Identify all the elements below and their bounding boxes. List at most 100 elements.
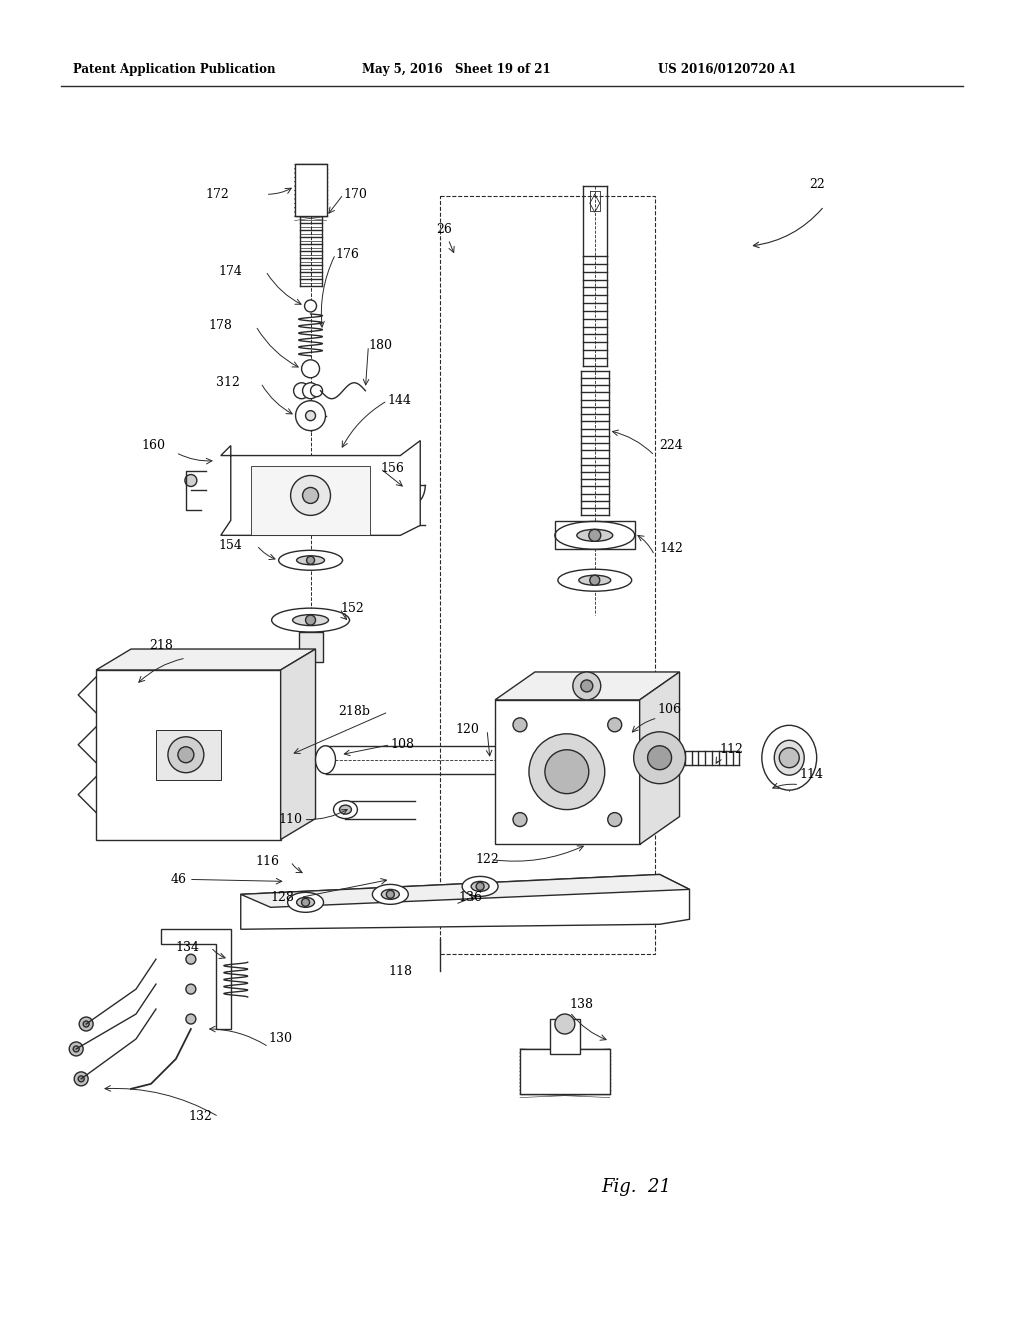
Circle shape <box>634 731 685 784</box>
Circle shape <box>304 300 316 312</box>
Circle shape <box>555 1014 574 1034</box>
Text: 160: 160 <box>141 440 165 451</box>
Text: 154: 154 <box>219 539 243 552</box>
Circle shape <box>581 680 593 692</box>
Ellipse shape <box>334 801 357 818</box>
Bar <box>295 165 327 216</box>
Bar <box>156 730 221 780</box>
Ellipse shape <box>762 725 817 791</box>
Text: 178: 178 <box>209 319 232 333</box>
Text: Fig.  21: Fig. 21 <box>602 1177 672 1196</box>
Ellipse shape <box>288 892 324 912</box>
Text: 144: 144 <box>387 395 412 407</box>
Ellipse shape <box>579 576 610 585</box>
Circle shape <box>186 954 196 964</box>
Polygon shape <box>241 874 689 907</box>
Circle shape <box>185 474 197 487</box>
Circle shape <box>607 813 622 826</box>
Text: 132: 132 <box>188 1110 213 1123</box>
Bar <box>550 1019 580 1053</box>
Ellipse shape <box>271 609 349 632</box>
Ellipse shape <box>315 746 336 774</box>
Text: 130: 130 <box>268 1032 293 1045</box>
Text: 118: 118 <box>388 965 413 978</box>
Polygon shape <box>495 700 640 845</box>
Polygon shape <box>96 649 315 671</box>
Circle shape <box>302 899 309 907</box>
Ellipse shape <box>577 529 612 541</box>
Polygon shape <box>281 649 315 840</box>
Text: 26: 26 <box>436 223 452 236</box>
Ellipse shape <box>774 741 804 775</box>
Ellipse shape <box>293 615 329 626</box>
Circle shape <box>74 1072 88 1086</box>
Circle shape <box>186 985 196 994</box>
Text: 120: 120 <box>455 723 479 737</box>
Ellipse shape <box>558 569 632 591</box>
Text: 174: 174 <box>219 264 243 277</box>
Bar <box>251 466 371 536</box>
Circle shape <box>302 383 318 399</box>
Text: 224: 224 <box>659 440 683 451</box>
Text: 136: 136 <box>458 891 482 904</box>
Circle shape <box>513 718 527 731</box>
Circle shape <box>310 384 323 397</box>
Circle shape <box>168 737 204 772</box>
Text: 170: 170 <box>343 187 368 201</box>
Circle shape <box>607 718 622 731</box>
Text: 108: 108 <box>390 738 415 751</box>
Ellipse shape <box>297 556 325 565</box>
Circle shape <box>306 556 314 564</box>
Ellipse shape <box>373 884 409 904</box>
Circle shape <box>305 411 315 421</box>
Circle shape <box>302 360 319 378</box>
Circle shape <box>73 1045 79 1052</box>
Text: 218: 218 <box>148 639 173 652</box>
Bar <box>555 521 635 549</box>
Text: 138: 138 <box>569 998 594 1011</box>
Circle shape <box>79 1016 93 1031</box>
Circle shape <box>529 734 605 809</box>
Text: May 5, 2016   Sheet 19 of 21: May 5, 2016 Sheet 19 of 21 <box>362 63 551 77</box>
Circle shape <box>296 401 326 430</box>
Polygon shape <box>96 671 281 840</box>
Circle shape <box>647 746 672 770</box>
Circle shape <box>186 1014 196 1024</box>
Circle shape <box>572 672 601 700</box>
Text: 106: 106 <box>657 704 682 717</box>
Text: 22: 22 <box>809 178 825 191</box>
Text: 218b: 218b <box>339 705 371 718</box>
Circle shape <box>78 1076 84 1082</box>
Text: 122: 122 <box>475 853 499 866</box>
Text: 116: 116 <box>256 855 280 869</box>
Text: 152: 152 <box>340 602 365 615</box>
Bar <box>299 632 323 663</box>
Text: 128: 128 <box>270 891 295 904</box>
Polygon shape <box>161 929 230 1030</box>
Circle shape <box>386 891 394 899</box>
Circle shape <box>779 747 799 768</box>
Text: 156: 156 <box>380 462 404 475</box>
Ellipse shape <box>471 882 489 891</box>
Text: 312: 312 <box>216 376 240 389</box>
Circle shape <box>590 576 600 585</box>
Text: 172: 172 <box>206 187 229 201</box>
Circle shape <box>305 615 315 626</box>
Text: 134: 134 <box>176 941 200 954</box>
Text: 176: 176 <box>336 248 359 260</box>
Text: 142: 142 <box>659 541 683 554</box>
Text: Patent Application Publication: Patent Application Publication <box>73 63 275 77</box>
Text: 112: 112 <box>720 743 743 756</box>
Circle shape <box>476 882 484 891</box>
Bar <box>520 1049 609 1094</box>
Circle shape <box>70 1041 83 1056</box>
Circle shape <box>513 813 527 826</box>
Polygon shape <box>640 672 680 845</box>
Circle shape <box>178 747 194 763</box>
Ellipse shape <box>462 876 498 896</box>
Ellipse shape <box>297 898 314 907</box>
Circle shape <box>291 475 331 515</box>
Text: 110: 110 <box>279 813 303 826</box>
Polygon shape <box>241 874 689 929</box>
Ellipse shape <box>279 550 342 570</box>
